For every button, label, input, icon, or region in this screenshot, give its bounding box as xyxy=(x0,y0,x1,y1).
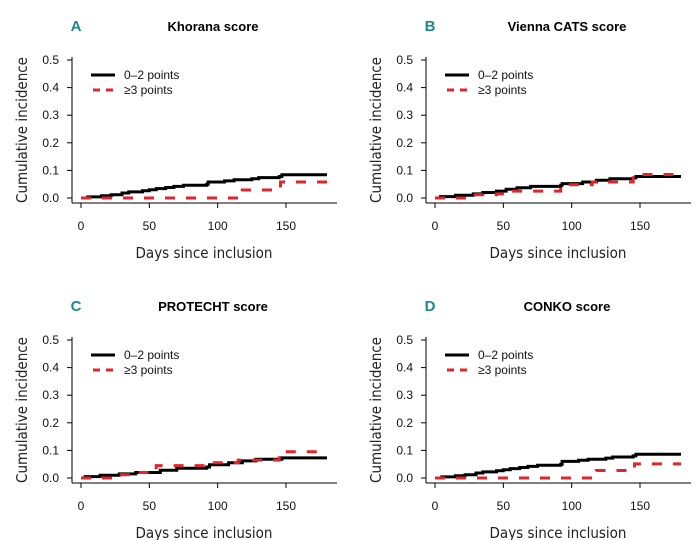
y-tick-label: 0.5 xyxy=(42,53,59,67)
x-tick-label: 0 xyxy=(432,499,439,513)
series-line-high xyxy=(81,450,327,480)
y-axis-label: Cumulative incidence xyxy=(367,337,385,483)
panel-letter: B xyxy=(425,18,436,35)
panel-letter: A xyxy=(71,18,82,35)
x-tick-label: 150 xyxy=(630,219,650,233)
legend-label: ≥3 points xyxy=(124,363,173,377)
legend-label: 0–2 points xyxy=(478,68,533,82)
y-tick-label: 0.4 xyxy=(396,81,413,95)
series-line-high xyxy=(435,462,681,480)
legend-label: ≥3 points xyxy=(124,83,173,97)
y-tick-label: 0.5 xyxy=(42,333,59,347)
series-line-low xyxy=(435,452,681,480)
series-line-low xyxy=(81,456,327,480)
y-tick-label: 0.1 xyxy=(396,163,413,177)
x-tick-label: 150 xyxy=(276,219,296,233)
y-tick-label: 0.0 xyxy=(42,191,59,205)
y-tick-label: 0.5 xyxy=(396,53,413,67)
x-tick-label: 100 xyxy=(208,499,228,513)
y-tick-label: 0.3 xyxy=(42,388,59,402)
series-line-low xyxy=(81,173,327,200)
x-tick-label: 100 xyxy=(208,219,228,233)
legend-label: 0–2 points xyxy=(124,348,179,362)
legend-label: ≥3 points xyxy=(478,363,527,377)
y-tick-label: 0.2 xyxy=(396,416,413,430)
x-axis-label: Days since inclusion xyxy=(136,524,273,540)
x-tick-label: 50 xyxy=(497,499,511,513)
y-tick-label: 0.2 xyxy=(396,136,413,150)
legend-label: ≥3 points xyxy=(478,83,527,97)
panel-a: A Khorana score 0.0 0.1 0.2 0.3 0.4 0.5 0 50 100 15… xyxy=(13,18,337,262)
chart-title: Vienna CATS score xyxy=(508,19,627,34)
x-tick-label: 150 xyxy=(276,499,296,513)
x-tick-label: 0 xyxy=(432,219,439,233)
y-tick-label: 0.4 xyxy=(42,361,59,375)
series-line-low xyxy=(435,175,681,200)
y-tick-label: 0.1 xyxy=(42,443,59,457)
y-tick-label: 0.3 xyxy=(396,108,413,122)
y-tick-label: 0.0 xyxy=(42,471,59,485)
y-tick-label: 0.2 xyxy=(42,136,59,150)
y-axis-label: Cumulative incidence xyxy=(13,57,31,203)
y-axis-label: Cumulative incidence xyxy=(13,337,31,483)
legend-label: 0–2 points xyxy=(124,68,179,82)
y-tick-label: 0.5 xyxy=(396,333,413,347)
panel-b: B Vienna CATS score 0.0 0.1 0.2 0.3 0.4 0.5 0 50 1… xyxy=(367,18,691,262)
y-tick-label: 0.3 xyxy=(396,388,413,402)
x-tick-label: 0 xyxy=(78,219,85,233)
y-tick-label: 0.0 xyxy=(396,471,413,485)
chart-title: CONKO score xyxy=(524,299,611,314)
y-axis-label: Cumulative incidence xyxy=(367,57,385,203)
series-line-high xyxy=(435,173,681,200)
y-tick-label: 0.2 xyxy=(42,416,59,430)
x-tick-label: 50 xyxy=(143,499,157,513)
x-axis-label: Days since inclusion xyxy=(490,244,627,262)
x-tick-label: 50 xyxy=(497,219,511,233)
series-line-high xyxy=(81,180,327,200)
x-tick-label: 0 xyxy=(78,499,85,513)
y-tick-label: 0.4 xyxy=(42,81,59,95)
panel-letter: D xyxy=(425,298,436,315)
chart-title: Khorana score xyxy=(167,19,258,34)
y-tick-label: 0.1 xyxy=(42,163,59,177)
x-tick-label: 150 xyxy=(630,499,650,513)
chart-title: PROTECHT score xyxy=(158,299,268,314)
y-tick-label: 0.0 xyxy=(396,191,413,205)
panel-c: C PROTECHT score 0.0 0.1 0.2 0.3 0.4 0.5 0 50 100 1… xyxy=(13,298,337,540)
x-tick-label: 100 xyxy=(562,219,582,233)
legend-label: 0–2 points xyxy=(478,348,533,362)
x-tick-label: 50 xyxy=(143,219,157,233)
panel-d: D CONKO score 0.0 0.1 0.2 0.3 0.4 0.5 0 50 100 150D… xyxy=(367,298,691,540)
x-axis-label: Days since inclusion xyxy=(136,244,273,262)
panel-letter: C xyxy=(71,298,82,315)
y-tick-label: 0.1 xyxy=(396,443,413,457)
y-tick-label: 0.4 xyxy=(396,361,413,375)
y-tick-label: 0.3 xyxy=(42,108,59,122)
x-axis-label: Days since inclusion xyxy=(490,524,627,540)
x-tick-label: 100 xyxy=(562,499,582,513)
